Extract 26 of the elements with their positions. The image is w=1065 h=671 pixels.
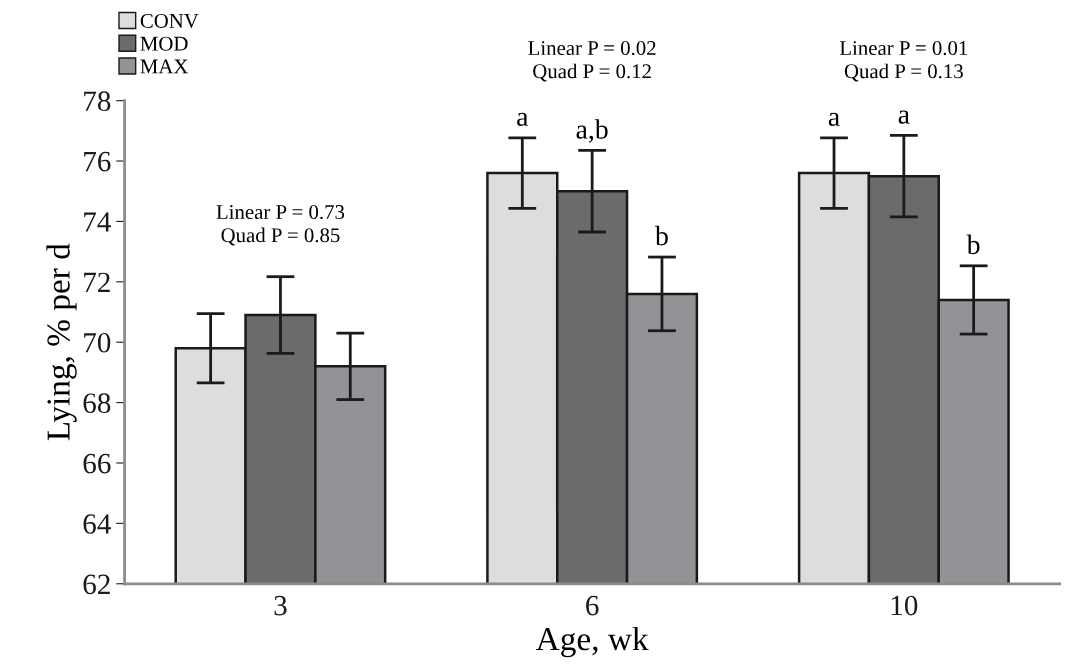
legend-label: MOD [140, 36, 188, 51]
y-tick-label: 76 [84, 151, 111, 172]
y-tick-label: 62 [83, 574, 110, 595]
y-tick-label: 72 [84, 272, 110, 292]
y-tick-label: 64 [83, 514, 111, 534]
y-tick-label: 66 [83, 453, 111, 474]
x-tick-label: 10 [891, 595, 918, 616]
y-tick-label: 78 [84, 91, 111, 112]
text: Linear P = 0.02 Quad P = 0.12 [528, 41, 656, 82]
data-label: b [655, 225, 668, 246]
data-label: b [966, 234, 980, 255]
x-axis-title: Age, wk [536, 626, 649, 658]
data-label: a,b [576, 119, 608, 143]
annotation: Linear P = 0.73 Quad P = 0.85 [216, 204, 345, 246]
y-axis-title: Lying, % per d [46, 243, 77, 441]
x-tick-label: 3 [274, 595, 287, 616]
y-tick-label: 70 [84, 332, 111, 353]
data-label: a [517, 112, 529, 127]
legend-label: MAX [140, 59, 189, 74]
data-label: a [898, 110, 910, 124]
data-label: a [828, 112, 840, 127]
y-tick-label: 68 [83, 393, 111, 414]
x-tick-label: 6 [586, 595, 599, 616]
legend-label: CONV [140, 13, 199, 29]
text: Linear P = 0.01 Quad P = 0.13 [839, 41, 968, 82]
y-tick-label: 74 [84, 212, 111, 232]
